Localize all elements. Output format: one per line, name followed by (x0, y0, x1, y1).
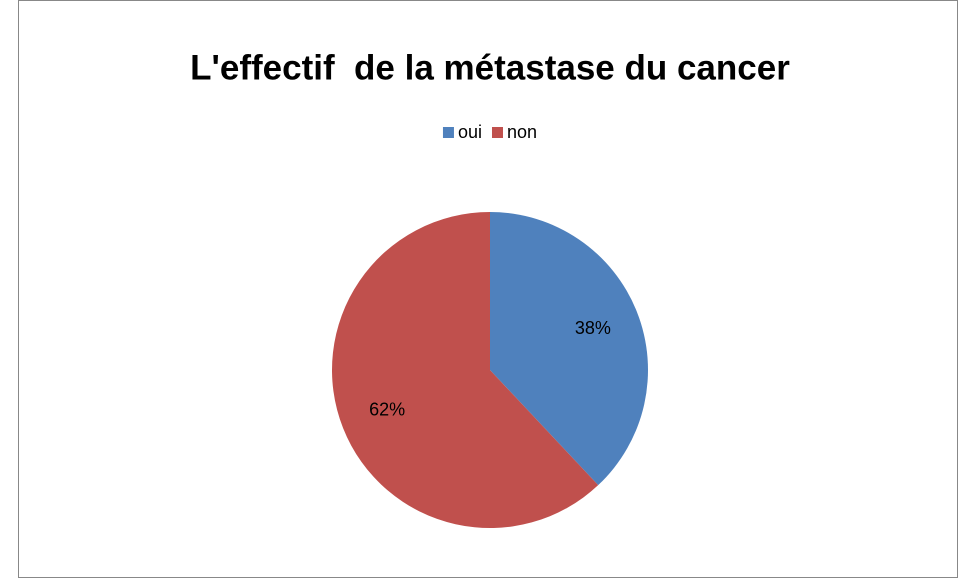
legend-swatch (491, 127, 503, 138)
legend-label: oui (458, 122, 482, 142)
data-label: 38% (575, 318, 611, 338)
data-label: 62% (369, 399, 405, 419)
pie-slice (490, 212, 648, 486)
chart-title: L'effectif de la métastase du cancer (190, 48, 790, 87)
pie-slice (331, 211, 599, 528)
legend-swatch (442, 127, 454, 138)
legend-label: non (507, 122, 537, 142)
